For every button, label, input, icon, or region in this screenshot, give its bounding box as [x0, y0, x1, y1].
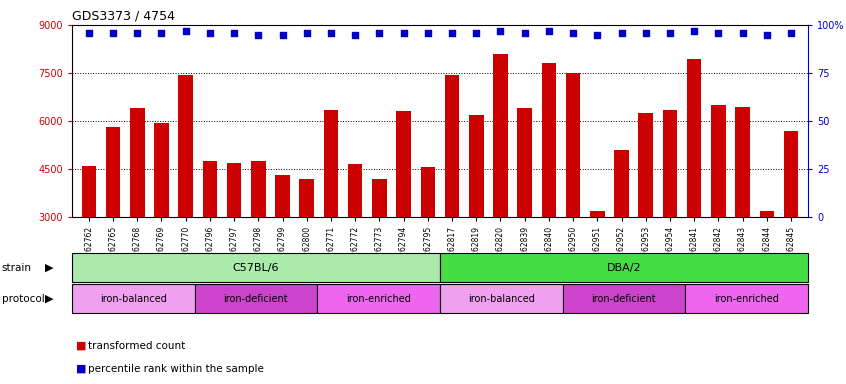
Bar: [711, 105, 726, 217]
Point: [130, 30, 144, 36]
Text: iron-balanced: iron-balanced: [468, 293, 535, 304]
Bar: [662, 110, 677, 217]
Text: ■: ■: [76, 341, 86, 351]
Bar: [445, 74, 459, 217]
Point: [663, 30, 677, 36]
Point: [82, 30, 96, 36]
Bar: [685, 284, 808, 313]
Text: iron-deficient: iron-deficient: [223, 293, 288, 304]
Bar: [324, 110, 338, 217]
Bar: [154, 122, 168, 217]
Text: ▶: ▶: [45, 293, 53, 304]
Text: protocol: protocol: [2, 293, 45, 304]
Point: [615, 30, 629, 36]
Bar: [687, 59, 701, 217]
Bar: [72, 253, 440, 282]
Point: [349, 31, 362, 38]
Text: ▶: ▶: [45, 263, 53, 273]
Point: [566, 30, 580, 36]
Text: DBA/2: DBA/2: [607, 263, 641, 273]
Point: [494, 28, 508, 34]
Point: [179, 28, 193, 34]
Point: [711, 30, 725, 36]
Text: iron-deficient: iron-deficient: [591, 293, 656, 304]
Point: [639, 30, 652, 36]
Point: [203, 30, 217, 36]
Bar: [130, 108, 145, 217]
Text: GDS3373 / 4754: GDS3373 / 4754: [72, 9, 175, 22]
Bar: [493, 54, 508, 217]
Bar: [760, 210, 774, 217]
Text: iron-balanced: iron-balanced: [100, 293, 167, 304]
Bar: [372, 179, 387, 217]
Bar: [81, 166, 96, 217]
Bar: [639, 113, 653, 217]
Bar: [566, 73, 580, 217]
Bar: [348, 164, 362, 217]
Point: [445, 30, 459, 36]
Bar: [614, 150, 629, 217]
Bar: [299, 179, 314, 217]
Bar: [251, 161, 266, 217]
Bar: [518, 108, 532, 217]
Point: [470, 30, 483, 36]
Bar: [195, 284, 317, 313]
Point: [300, 30, 314, 36]
Bar: [227, 162, 241, 217]
Point: [276, 31, 289, 38]
Bar: [469, 114, 484, 217]
Bar: [275, 175, 290, 217]
Bar: [72, 284, 195, 313]
Point: [324, 30, 338, 36]
Bar: [203, 161, 217, 217]
Text: iron-enriched: iron-enriched: [346, 293, 411, 304]
Bar: [440, 284, 563, 313]
Point: [251, 31, 265, 38]
Bar: [317, 284, 440, 313]
Point: [421, 30, 435, 36]
Point: [155, 30, 168, 36]
Text: strain: strain: [2, 263, 31, 273]
Bar: [563, 284, 685, 313]
Bar: [179, 74, 193, 217]
Text: transformed count: transformed count: [88, 341, 185, 351]
Bar: [440, 253, 808, 282]
Bar: [396, 111, 411, 217]
Point: [542, 28, 556, 34]
Text: C57BL/6: C57BL/6: [233, 263, 279, 273]
Point: [518, 30, 531, 36]
Text: iron-enriched: iron-enriched: [714, 293, 779, 304]
Bar: [541, 63, 556, 217]
Bar: [106, 127, 120, 217]
Point: [372, 30, 386, 36]
Bar: [590, 210, 605, 217]
Point: [591, 31, 604, 38]
Point: [228, 30, 241, 36]
Bar: [420, 167, 435, 217]
Point: [760, 31, 773, 38]
Text: percentile rank within the sample: percentile rank within the sample: [88, 364, 264, 374]
Text: ■: ■: [76, 364, 86, 374]
Point: [107, 30, 120, 36]
Point: [397, 30, 410, 36]
Point: [687, 28, 700, 34]
Bar: [783, 131, 799, 217]
Point: [784, 30, 798, 36]
Point: [736, 30, 750, 36]
Bar: [735, 107, 750, 217]
